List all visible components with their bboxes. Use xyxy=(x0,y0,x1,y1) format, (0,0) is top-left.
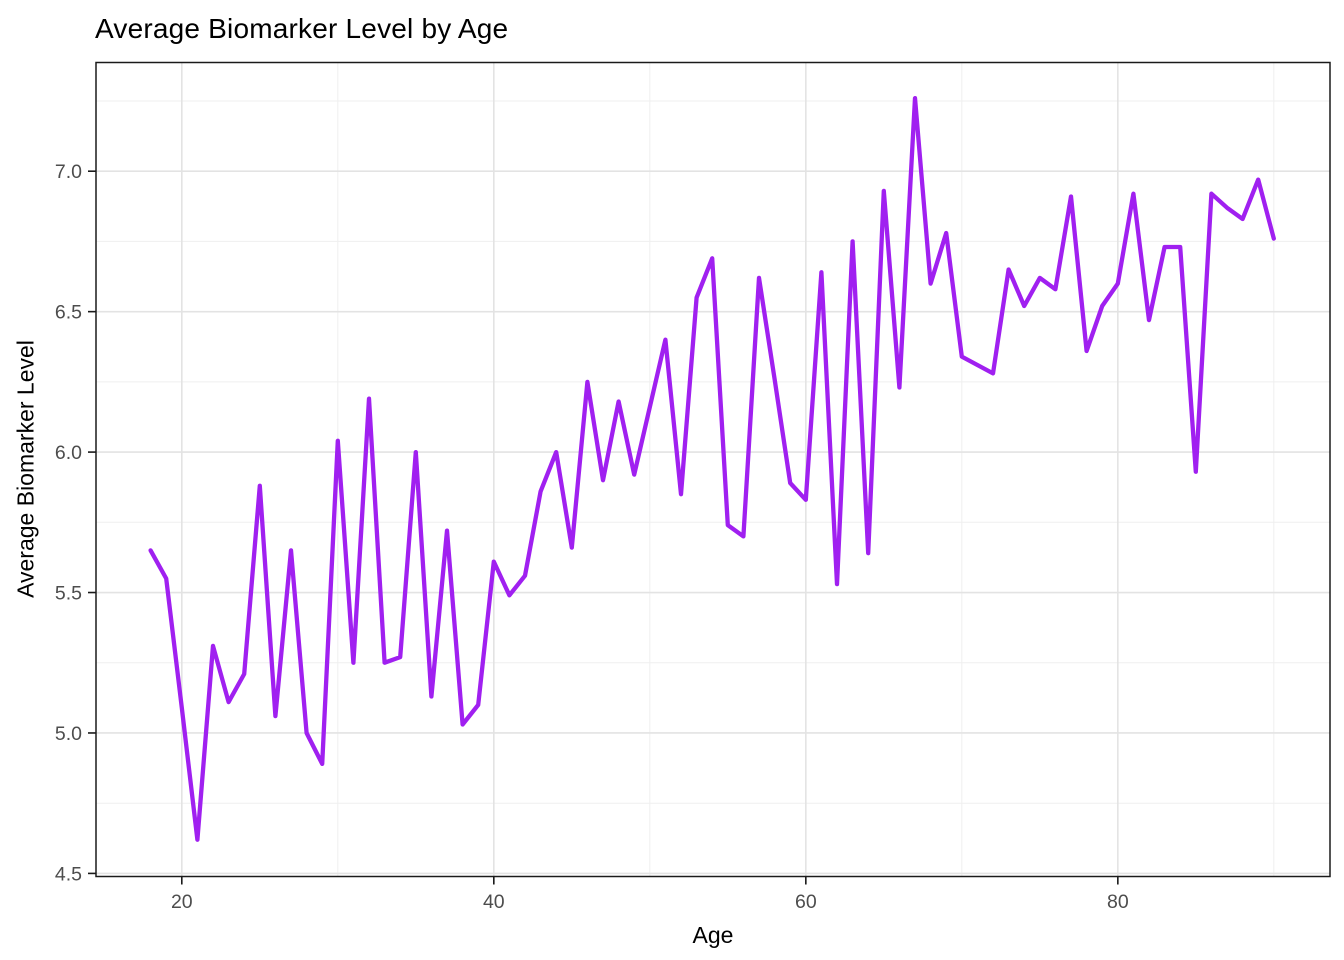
chart-title: Average Biomarker Level by Age xyxy=(95,13,509,44)
x-axis-title: Age xyxy=(692,922,734,948)
x-tick-label: 60 xyxy=(795,891,817,913)
x-tick-label: 80 xyxy=(1107,891,1129,913)
x-tick-label: 20 xyxy=(171,891,193,913)
panel-border xyxy=(95,61,1331,878)
y-tick-label: 5.5 xyxy=(55,583,82,605)
y-tick-label: 6.5 xyxy=(55,302,82,324)
x-tick-label: 40 xyxy=(483,891,505,913)
y-tick-label: 5.0 xyxy=(55,723,82,745)
panel-background xyxy=(96,62,1330,877)
y-tick-label: 6.0 xyxy=(55,442,82,464)
y-tick-label: 4.5 xyxy=(55,863,82,885)
y-tick-label: 7.0 xyxy=(55,161,82,183)
biomarker-line xyxy=(148,96,1276,842)
